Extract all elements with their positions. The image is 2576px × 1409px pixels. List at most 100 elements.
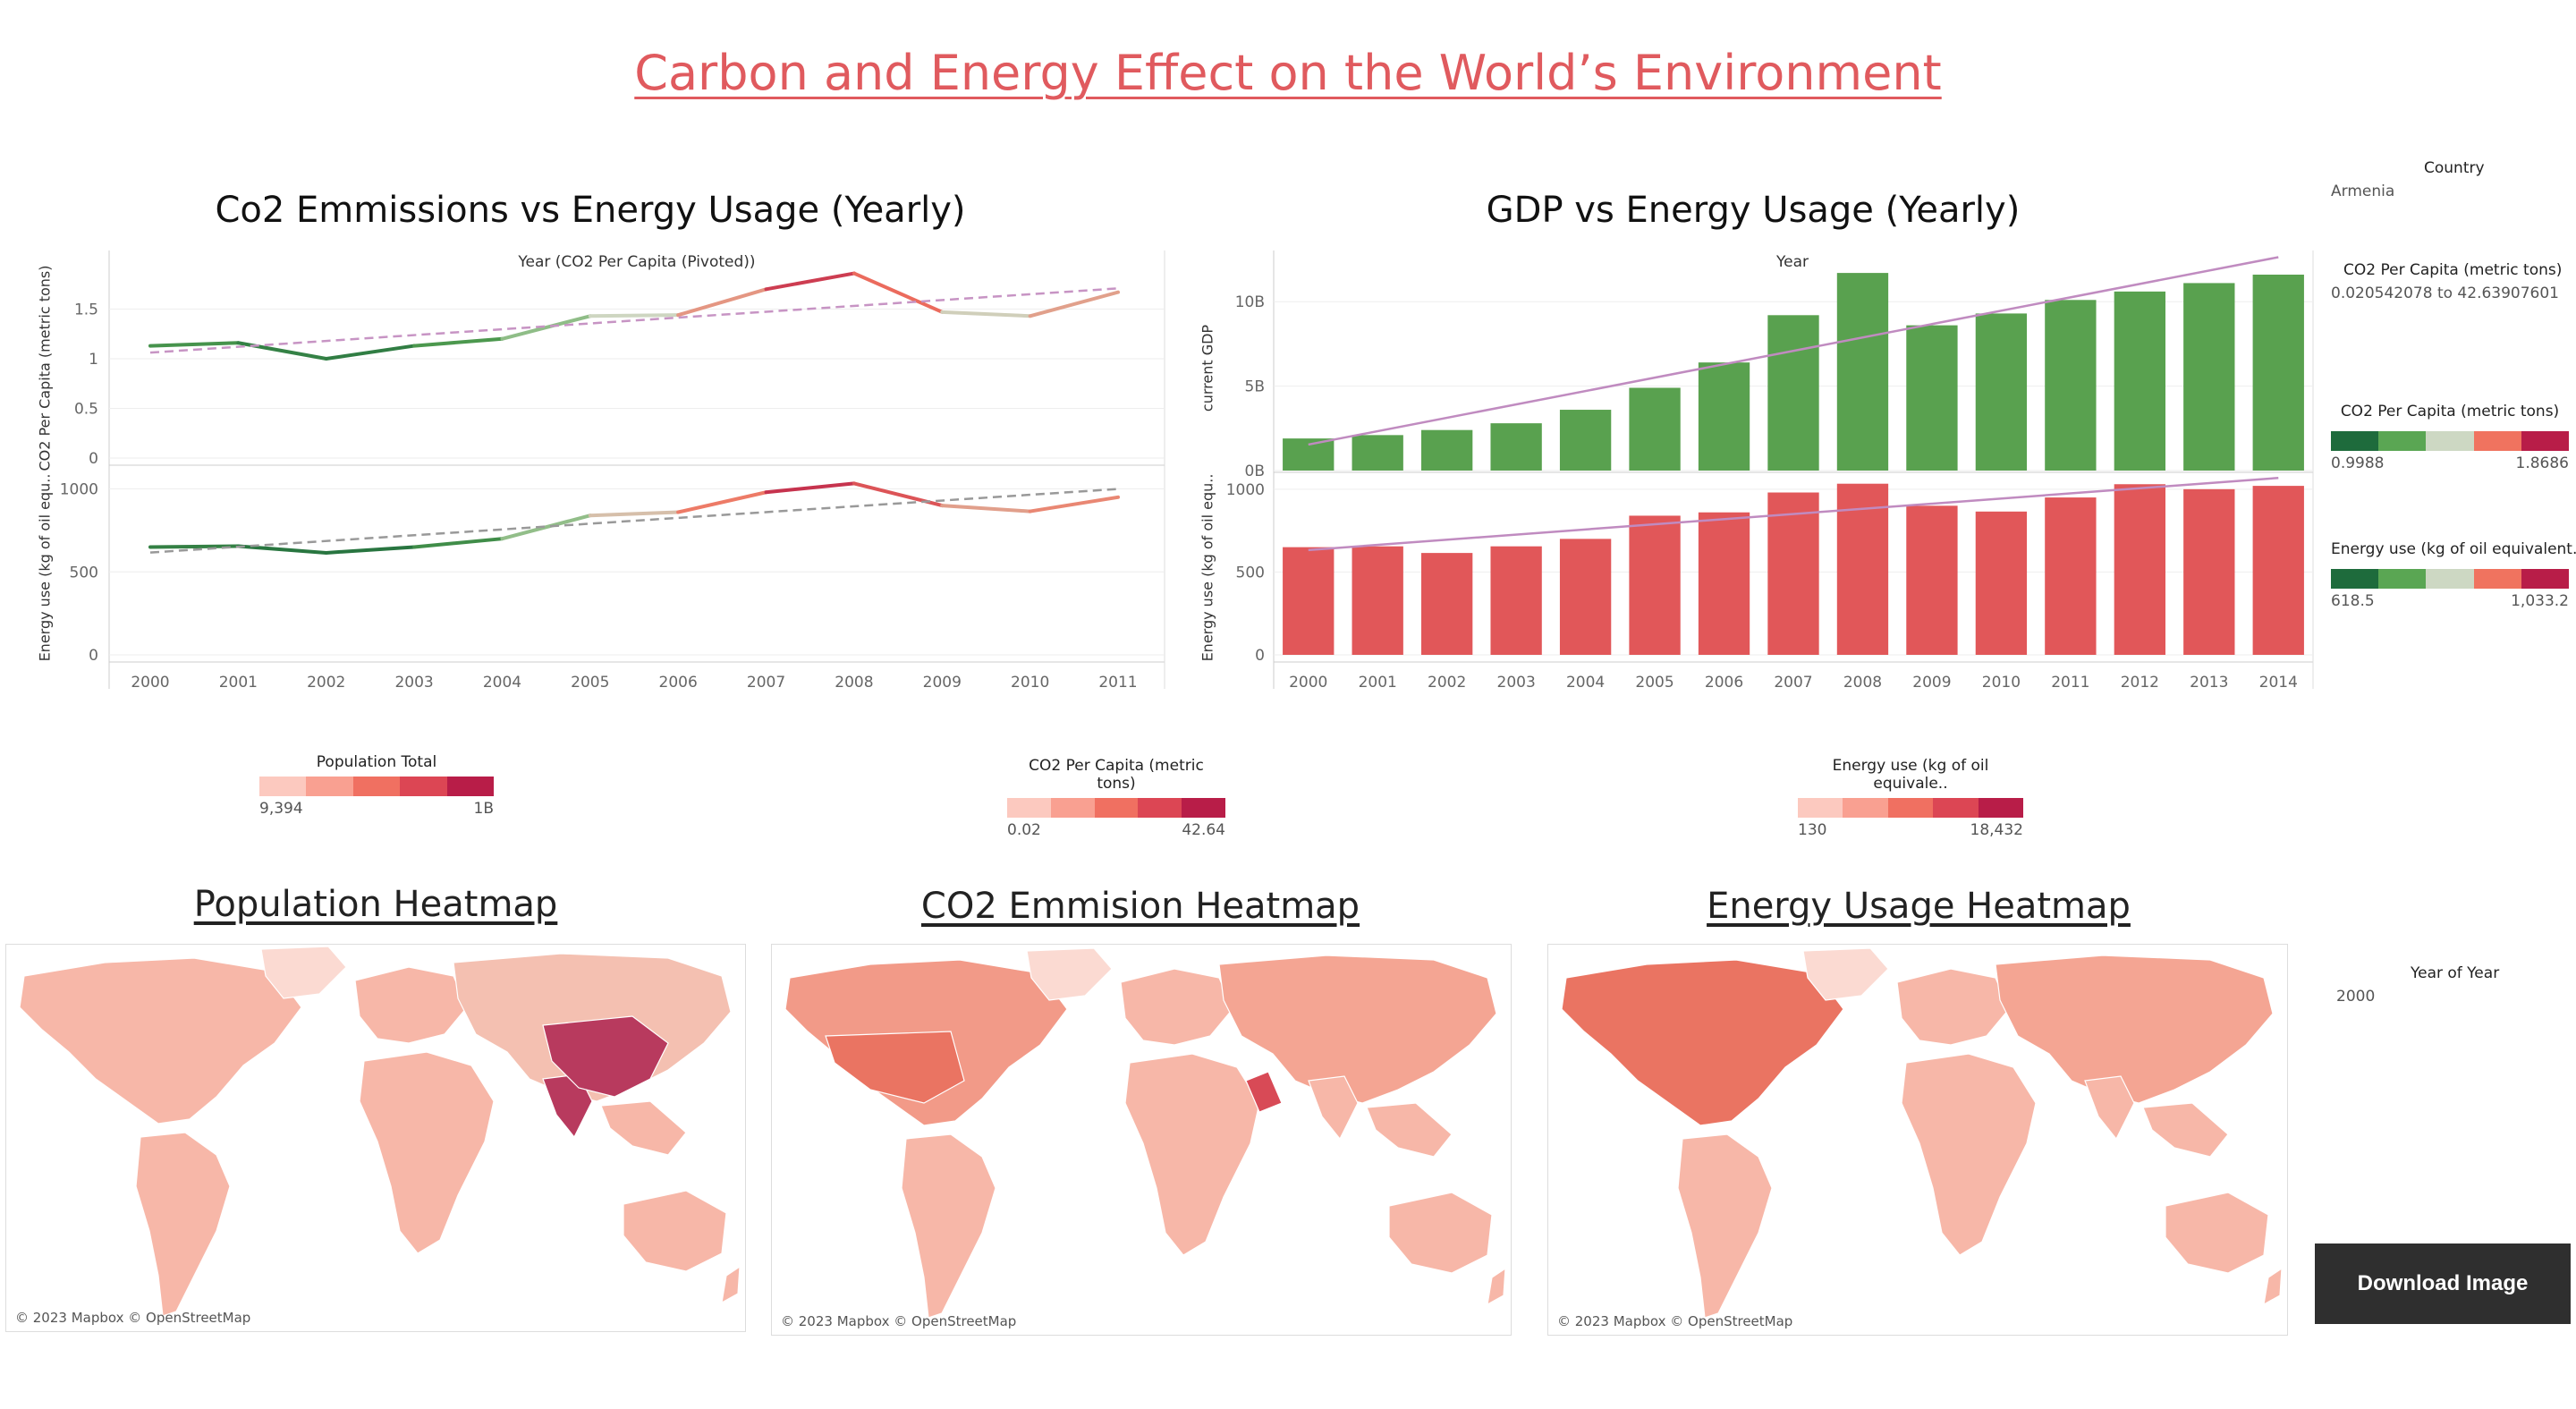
- australia-region: [1388, 1192, 1493, 1274]
- x-tick-label: 2005: [571, 674, 609, 692]
- europe-region: [354, 966, 468, 1044]
- europe-region: [1896, 968, 2010, 1046]
- energy-legend-bar: [1798, 798, 2024, 818]
- legend-swatch: [1933, 798, 1979, 818]
- energy-legend: Energy use (kg of oil equivale.. 130 18,…: [1798, 757, 2024, 839]
- legend-swatch: [2521, 431, 2570, 451]
- bar: [1352, 435, 1403, 471]
- africa-region: [359, 1051, 495, 1254]
- population-map-credit: © 2023 Mapbox © OpenStreetMap: [15, 1310, 251, 1326]
- year-filter-value[interactable]: 2000: [2336, 988, 2376, 1006]
- co2-legend: CO2 Per Capita (metric tons) 0.02 42.64: [1007, 757, 1225, 839]
- x-tick-label: 2008: [1843, 674, 1882, 692]
- x-tick-label: 2013: [2190, 674, 2228, 692]
- legend-swatch: [1050, 798, 1095, 818]
- united-states-region: [825, 1031, 965, 1104]
- left-chart-title: Co2 Emmissions vs Energy Usage (Yearly): [215, 190, 966, 231]
- energy-map-svg[interactable]: [1548, 945, 2287, 1335]
- legend-swatch: [2521, 569, 2570, 589]
- bar: [2252, 486, 2304, 655]
- population-legend: Population Total 9,394 1B: [259, 753, 495, 818]
- bar: [2183, 283, 2235, 471]
- dashboard-title: Carbon and Energy Effect on the World’s …: [634, 45, 1942, 101]
- co2-energy-line-chart[interactable]: 0 0.5 1 1.5 0 500 1000 2000 2001 2002 2003 2004 2005…: [0, 242, 1172, 707]
- right-chart-x-header: Year: [1776, 253, 1809, 271]
- population-map-svg[interactable]: [6, 945, 745, 1331]
- gdp-energy-bar-chart[interactable]: 0B 5B 10B 0 500 1000 2000 2001 2002 2003 2004 2005 2…: [1163, 242, 2326, 707]
- southeast-asia-region: [600, 1100, 687, 1156]
- population-heatmap[interactable]: © 2023 Mapbox © OpenStreetMap: [5, 944, 746, 1332]
- left-chart-x-header: Year (CO2 Per Capita (Pivoted)): [518, 253, 756, 271]
- x-tick-label: 2003: [1497, 674, 1536, 692]
- bar: [1629, 387, 1681, 471]
- bar: [2252, 274, 2304, 471]
- year-filter-title: Year of Year: [2411, 964, 2500, 982]
- x-tick-label: 2001: [1359, 674, 1397, 692]
- country-filter-value[interactable]: Armenia: [2331, 182, 2395, 200]
- energy-color-legend: Energy use (kg of oil equivalent.. 618.5…: [2331, 540, 2576, 610]
- australia-region: [623, 1190, 727, 1272]
- x-tick-label: 2002: [307, 674, 345, 692]
- new-zealand-region: [2263, 1267, 2283, 1306]
- y-tick-label: 1.5: [74, 301, 98, 319]
- x-tick-label: 2010: [1011, 674, 1049, 692]
- right-chart-title: GDP vs Energy Usage (Yearly): [1486, 190, 2021, 231]
- co2-filter-title: CO2 Per Capita (metric tons): [2343, 261, 2563, 279]
- co2-color-legend-max: 1.8686: [2515, 454, 2569, 472]
- southeast-asia-region: [1366, 1102, 1453, 1158]
- y-tick-label: 500: [1236, 564, 1265, 581]
- co2-heatmap[interactable]: © 2023 Mapbox © OpenStreetMap: [771, 944, 1512, 1336]
- series-line-segment: [412, 537, 504, 549]
- india-region: [1308, 1075, 1359, 1141]
- co2-filter-value[interactable]: 0.020542078 to 42.63907601: [2331, 284, 2559, 302]
- x-tick-label: 2002: [1428, 674, 1466, 692]
- population-legend-min: 9,394: [259, 800, 303, 818]
- europe-region: [1120, 968, 1233, 1046]
- series-line-segment: [412, 336, 504, 348]
- bar: [1559, 539, 1612, 655]
- asia-region: [1218, 955, 1497, 1104]
- bar: [1906, 325, 1958, 471]
- bar: [1490, 423, 1542, 471]
- series-line-segment: [236, 544, 328, 555]
- legend-swatch: [2426, 569, 2474, 589]
- y-tick-label: 0B: [1245, 463, 1265, 480]
- southeast-asia-region: [2142, 1102, 2229, 1158]
- china-region: [542, 1015, 669, 1098]
- bar: [1975, 313, 2028, 471]
- bar: [2183, 488, 2235, 655]
- greenland-region: [260, 946, 347, 999]
- population-legend-bar: [259, 777, 495, 796]
- x-tick-label: 2009: [1912, 674, 1951, 692]
- legend-swatch: [2331, 569, 2379, 589]
- legend-swatch: [306, 777, 353, 796]
- x-tick-label: 2006: [1705, 674, 1743, 692]
- legend-swatch: [1843, 798, 1888, 818]
- co2-heatmap-title: CO2 Emmision Heatmap: [920, 886, 1360, 927]
- bar: [1421, 553, 1473, 655]
- energy-legend-min: 130: [1798, 821, 1827, 839]
- bar: [1767, 315, 1819, 471]
- new-zealand-region: [721, 1265, 741, 1304]
- trend-line: [149, 287, 1119, 354]
- legend-swatch: [2473, 431, 2521, 451]
- download-image-button[interactable]: Download Image: [2315, 1243, 2571, 1324]
- x-tick-label: 2005: [1635, 674, 1674, 692]
- legend-swatch: [1798, 798, 1843, 818]
- bar: [2045, 300, 2097, 471]
- bar: [1906, 505, 1958, 655]
- energy-color-legend-title: Energy use (kg of oil equivalent..: [2331, 540, 2576, 558]
- series-line-segment: [588, 510, 681, 518]
- africa-region: [1124, 1053, 1260, 1256]
- south-america-region: [901, 1133, 996, 1319]
- energy-heatmap[interactable]: © 2023 Mapbox © OpenStreetMap: [1547, 944, 2288, 1336]
- co2-color-legend-min: 0.9988: [2331, 454, 2385, 472]
- y-tick-label: 0: [1255, 647, 1265, 665]
- series-line-segment: [940, 504, 1032, 514]
- north-america-region: [1561, 959, 1844, 1126]
- co2-map-svg[interactable]: [772, 945, 1511, 1335]
- co2-legend-title: CO2 Per Capita (metric tons): [1029, 757, 1204, 793]
- series-line-segment: [940, 310, 1032, 318]
- legend-swatch: [259, 777, 307, 796]
- co2-color-legend: CO2 Per Capita (metric tons) 0.9988 1.86…: [2331, 403, 2570, 472]
